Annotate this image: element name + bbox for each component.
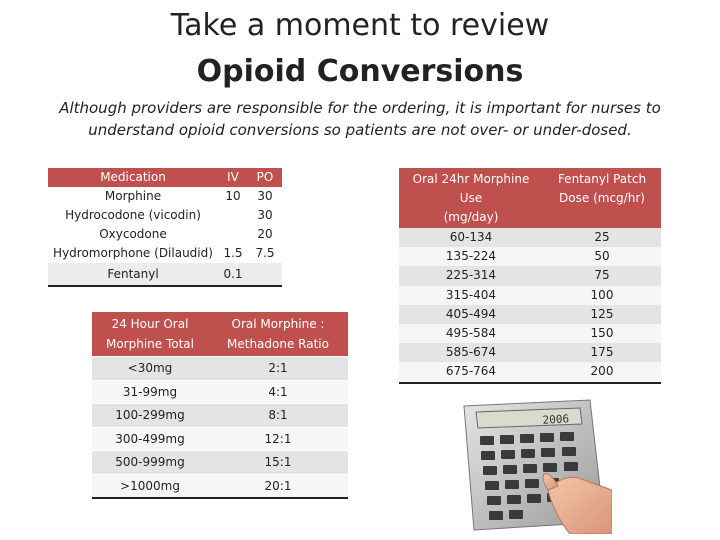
hand-icon — [542, 473, 612, 534]
table-row: <30mg 2:1 — [92, 356, 348, 380]
table-row: 675-764 200 — [399, 362, 661, 384]
table-row: 500-999mg 15:1 — [92, 450, 348, 474]
medication-iv: 10 — [225, 189, 241, 203]
page-title-line1: Take a moment to review — [170, 8, 550, 43]
medication-name: Hydrocodone (vicodin) — [65, 208, 201, 222]
fentanyl-table-header: Oral 24hr Morphine Use (mg/day) Fentanyl… — [399, 168, 661, 228]
morphine-total: 500-999mg — [92, 450, 208, 474]
page-title-line2: Opioid Conversions — [196, 54, 524, 89]
medication-table: Medication IV PO Morphine 10 30 Hydrocod… — [48, 168, 282, 287]
methadone-ratio: 8:1 — [208, 403, 348, 427]
oral-morphine-range: 405-494 — [399, 304, 543, 325]
oral-morphine-range: 60-134 — [399, 228, 543, 248]
table-row: >1000mg 20:1 — [92, 473, 348, 499]
table-row: 135-224 50 — [399, 247, 661, 267]
table-row: Morphine 10 30 — [48, 187, 282, 206]
medication-name: Morphine — [104, 189, 162, 203]
methadone-ratio: 2:1 — [208, 356, 348, 380]
methadone-ratio: 12:1 — [208, 426, 348, 451]
medication-name: Hydromorphone (Dilaudid) — [53, 246, 213, 260]
methadone-ratio: 15:1 — [208, 450, 348, 474]
medication-iv: 1.5 — [223, 246, 243, 260]
medication-name: Fentanyl — [48, 263, 218, 287]
table-row: 300-499mg 12:1 — [92, 426, 348, 451]
header-fentanyl-line1: Fentanyl Patch — [557, 172, 647, 186]
table-row: Fentanyl 0.1 — [48, 263, 282, 287]
table-row: Hydrocodone (vicodin) 30 — [48, 206, 282, 225]
morphine-total: 31-99mg — [92, 379, 208, 404]
medication-po — [248, 263, 282, 287]
table-row: 60-134 25 — [399, 228, 661, 248]
morphine-total: <30mg — [92, 356, 208, 380]
morphine-total: >1000mg — [92, 473, 208, 499]
fentanyl-patch-dose: 125 — [543, 304, 661, 325]
header-oral-morphine-line1: Oral 24hr Morphine — [412, 172, 530, 186]
morphine-total: 100-299mg — [92, 403, 208, 427]
medication-po: 7.5 — [255, 246, 275, 260]
medication-iv: 0.1 — [218, 263, 248, 287]
header-oral-morphine-line3: (mg/day) — [443, 210, 499, 224]
oral-morphine-range: 585-674 — [399, 343, 543, 363]
medication-po: 30 — [257, 189, 273, 203]
table-row: 31-99mg 4:1 — [92, 379, 348, 404]
medication-name: Oxycodone — [99, 227, 167, 241]
fentanyl-table: Oral 24hr Morphine Use (mg/day) Fentanyl… — [399, 168, 661, 384]
fentanyl-patch-dose: 150 — [543, 324, 661, 344]
methadone-table-header: 24 Hour Oral Morphine Total Oral Morphin… — [92, 312, 348, 357]
table-row: 405-494 125 — [399, 304, 661, 325]
fentanyl-patch-dose: 175 — [543, 343, 661, 363]
table-row: Oxycodone 20 — [48, 225, 282, 244]
table-row: 585-674 175 — [399, 343, 661, 363]
header-methadone-ratio: Oral Morphine : Methadone Ratio — [227, 317, 329, 351]
fentanyl-patch-dose: 50 — [543, 247, 661, 267]
header-oral-morphine-line2: Use — [459, 191, 483, 205]
oral-morphine-range: 225-314 — [399, 266, 543, 286]
header-morphine-total: 24 Hour Oral Morphine Total — [105, 317, 194, 351]
oral-morphine-range: 675-764 — [399, 362, 543, 384]
medication-iv — [218, 206, 248, 225]
oral-morphine-range: 495-584 — [399, 324, 543, 344]
page-subtitle: Although providers are responsible for t… — [59, 99, 661, 139]
calculator-keys — [480, 432, 578, 520]
methadone-ratio: 4:1 — [208, 379, 348, 404]
calculator-image: 2006 — [463, 399, 612, 534]
medication-iv — [218, 225, 248, 244]
medication-table-header: Medication IV PO — [48, 168, 282, 187]
methadone-ratio: 20:1 — [208, 473, 348, 499]
table-row: 495-584 150 — [399, 324, 661, 344]
methadone-table: 24 Hour Oral Morphine Total Oral Morphin… — [92, 312, 348, 499]
header-iv: IV — [227, 170, 239, 184]
table-row: 315-404 100 — [399, 285, 661, 305]
table-row: 100-299mg 8:1 — [92, 403, 348, 427]
header-medication: Medication — [100, 170, 166, 184]
table-row: 225-314 75 — [399, 266, 661, 286]
morphine-total: 300-499mg — [92, 426, 208, 451]
oral-morphine-range: 135-224 — [399, 247, 543, 267]
table-row: Hydromorphone (Dilaudid) 1.5 7.5 — [48, 244, 282, 263]
header-fentanyl-patch-dose: Fentanyl Patch Dose (mcg/hr) — [543, 168, 661, 228]
medication-po: 30 — [257, 208, 273, 222]
fentanyl-patch-dose: 200 — [543, 362, 661, 384]
header-po: PO — [256, 170, 274, 184]
calculator-display: 2006 — [542, 412, 569, 426]
fentanyl-patch-dose: 25 — [543, 228, 661, 248]
fentanyl-patch-dose: 100 — [543, 285, 661, 305]
header-oral-morphine-use: Oral 24hr Morphine Use (mg/day) — [399, 168, 543, 228]
header-fentanyl-line2: Dose (mcg/hr) — [559, 191, 645, 205]
oral-morphine-range: 315-404 — [399, 285, 543, 305]
fentanyl-patch-dose: 75 — [543, 266, 661, 286]
medication-po: 20 — [257, 227, 273, 241]
